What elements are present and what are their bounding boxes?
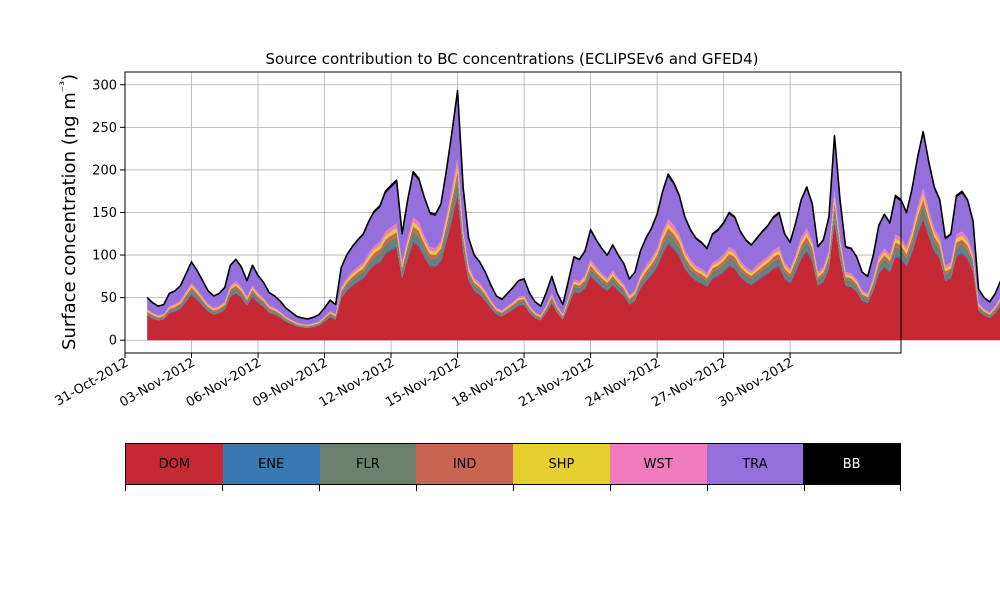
legend-item-ene: ENE: [222, 444, 320, 484]
legend-tick: [125, 485, 126, 491]
plot-area: 0 50 100 150 200 250 300 31-Oct-201203-Nov-2012…: [53, 71, 1000, 410]
y-axis-label: Surface concentration (ng m⁻³): [57, 74, 80, 350]
stacked-areas: [147, 90, 1000, 341]
legend-tick: [900, 485, 901, 491]
y-tick-label: 200: [92, 163, 117, 178]
legend-tick: [416, 485, 417, 491]
legend-item-shp: SHP: [513, 444, 610, 484]
legend-item-wst: WST: [609, 444, 707, 484]
legend: DOM ENE FLR IND SHP WST TRA BB: [125, 443, 901, 491]
area-tra: [147, 94, 1000, 325]
legend-item-bb: BB: [803, 444, 900, 484]
legend-tick: [610, 485, 611, 491]
area-dom: [147, 195, 1000, 341]
y-tick-label: 250: [92, 121, 117, 136]
x-axis: 31-Oct-201203-Nov-201206-Nov-201209-Nov-…: [53, 353, 796, 410]
chart-title: Source contribution to BC concentrations…: [265, 50, 758, 68]
legend-item-ind: IND: [416, 444, 513, 484]
chart-figure: Source contribution to BC concentrations…: [53, 50, 1000, 410]
legend-item-flr: FLR: [319, 444, 417, 484]
y-tick-label: 100: [92, 249, 117, 264]
y-tick-label: 300: [92, 78, 117, 93]
legend-item-dom: DOM: [126, 444, 223, 484]
legend-tick: [319, 485, 320, 491]
y-tick-label: 0: [109, 334, 117, 349]
legend-item-tra: TRA: [706, 444, 804, 484]
legend-tick: [804, 485, 805, 491]
legend-bar: DOM ENE FLR IND SHP WST TRA BB: [125, 443, 901, 485]
x-tick-label: 30-Nov-2012: [716, 355, 796, 410]
legend-tick: [707, 485, 708, 491]
legend-ticks: [125, 485, 901, 491]
legend-tick: [513, 485, 514, 491]
y-axis: 0 50 100 150 200 250 300: [92, 78, 125, 349]
y-tick-label: 50: [100, 291, 117, 306]
total-line: [146, 89, 1000, 320]
legend-tick: [222, 485, 223, 491]
y-tick-label: 150: [92, 206, 117, 221]
